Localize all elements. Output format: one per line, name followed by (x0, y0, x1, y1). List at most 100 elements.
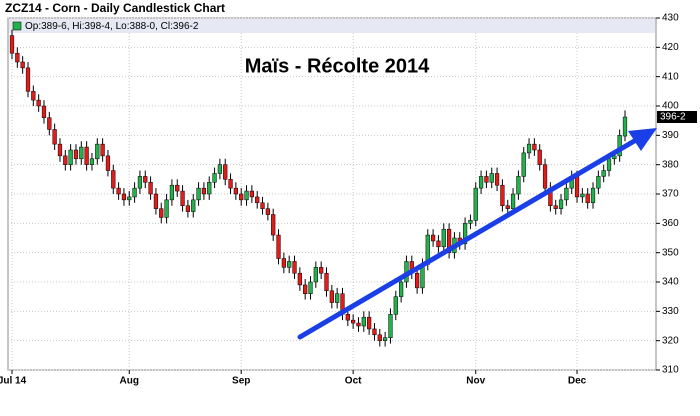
candle-body (73, 149, 79, 160)
candle-body (276, 234, 281, 259)
candle-body (111, 170, 116, 189)
candle-body (612, 155, 617, 160)
candle-body (52, 129, 57, 145)
y-tick-label: 330 (662, 306, 679, 317)
candle-body (585, 193, 590, 204)
candle-body (41, 105, 47, 118)
candle-body (399, 281, 404, 297)
y-tick-label: 350 (662, 247, 679, 258)
candle-body (255, 196, 260, 204)
candle-body (468, 220, 473, 224)
candle-body (63, 155, 68, 165)
candle-body (201, 187, 207, 195)
arrow-head (628, 128, 657, 151)
chart-title: ZCZ14 - Corn - Daily Candlestick Chart (5, 1, 225, 15)
candle-body (297, 272, 302, 286)
candle-body (228, 179, 233, 189)
candle-body (164, 199, 169, 218)
candle-body (303, 284, 308, 294)
candle-body (116, 187, 121, 195)
candle-body (601, 170, 606, 177)
candle-body (526, 143, 532, 154)
candle-body (383, 337, 388, 341)
trend-arrow (297, 128, 657, 340)
candle-body (233, 187, 238, 195)
y-tick-label: 400 (662, 101, 679, 112)
candle-body (36, 99, 41, 107)
candle-body (335, 293, 340, 303)
candle-body (319, 267, 324, 274)
candle-body (153, 193, 159, 209)
arrow-shaft (297, 137, 639, 340)
y-tick-label: 430 (662, 13, 679, 24)
candle-body (436, 240, 441, 248)
legend-text: Op:389-6, Hi:398-4, Lo:388-0, Cl:396-2 (25, 21, 199, 32)
candle-body (558, 199, 564, 209)
candle-body (372, 328, 377, 336)
y-tick-label: 410 (662, 71, 679, 82)
candle-body (9, 35, 15, 54)
candle-body (441, 228, 446, 248)
candle-body (500, 184, 505, 206)
y-tick-label: 320 (662, 335, 679, 346)
x-tick-label: Jul 14 (0, 376, 27, 387)
candle-body (351, 319, 356, 324)
candle-body (68, 149, 73, 165)
candle-body (148, 182, 153, 195)
y-tick-label: 420 (662, 42, 679, 53)
candle-body (105, 155, 111, 171)
candle-body (47, 117, 52, 130)
candle-body (239, 193, 244, 201)
annotation: Maïs - Récolte 2014 (245, 55, 430, 77)
candle-body (505, 205, 510, 209)
candle-body (574, 176, 580, 198)
candle-body (191, 199, 196, 212)
candle-body (537, 149, 542, 165)
x-tick-label: Oct (345, 376, 362, 387)
candle-body (414, 272, 420, 289)
candle-body (287, 261, 292, 268)
candle-body (159, 208, 164, 218)
y-tick-label: 340 (662, 277, 679, 288)
candles (9, 29, 628, 347)
candle-body (532, 143, 537, 151)
candle-body (393, 296, 398, 315)
candle-body (89, 158, 95, 165)
candle-body (223, 164, 228, 180)
y-tick-label: 310 (662, 365, 679, 376)
candle-body (542, 164, 548, 189)
candle-body (265, 208, 270, 215)
legend-bar (9, 19, 655, 33)
x-tick-label: Dec (568, 376, 587, 387)
last-price-box (657, 111, 697, 123)
candle-body (516, 176, 521, 195)
candle-body (478, 176, 484, 189)
candle-body (446, 228, 452, 253)
candle-body (25, 67, 31, 92)
candle-body (308, 281, 313, 294)
candle-body (57, 143, 63, 157)
candle-body (196, 187, 201, 201)
candle-body (580, 193, 585, 198)
candle-body (510, 193, 516, 209)
candle-body (329, 290, 334, 303)
candle-body (564, 187, 569, 201)
candle-body (15, 52, 20, 63)
candle-body (121, 193, 127, 201)
candle-body (367, 316, 372, 330)
candle-body (180, 190, 185, 206)
y-tick-label: 380 (662, 159, 679, 170)
candle-body (217, 164, 223, 174)
candle-body (95, 143, 100, 160)
candle-body (20, 61, 25, 69)
candle-body (260, 202, 265, 209)
candle-body (292, 261, 297, 274)
candle-body (244, 190, 249, 201)
candle-body (79, 146, 84, 160)
candle-body (553, 205, 558, 209)
candle-body (100, 143, 105, 157)
candle-body (207, 182, 212, 195)
candle-body (590, 187, 596, 204)
candle-body (462, 223, 468, 245)
candle-body (521, 152, 526, 177)
